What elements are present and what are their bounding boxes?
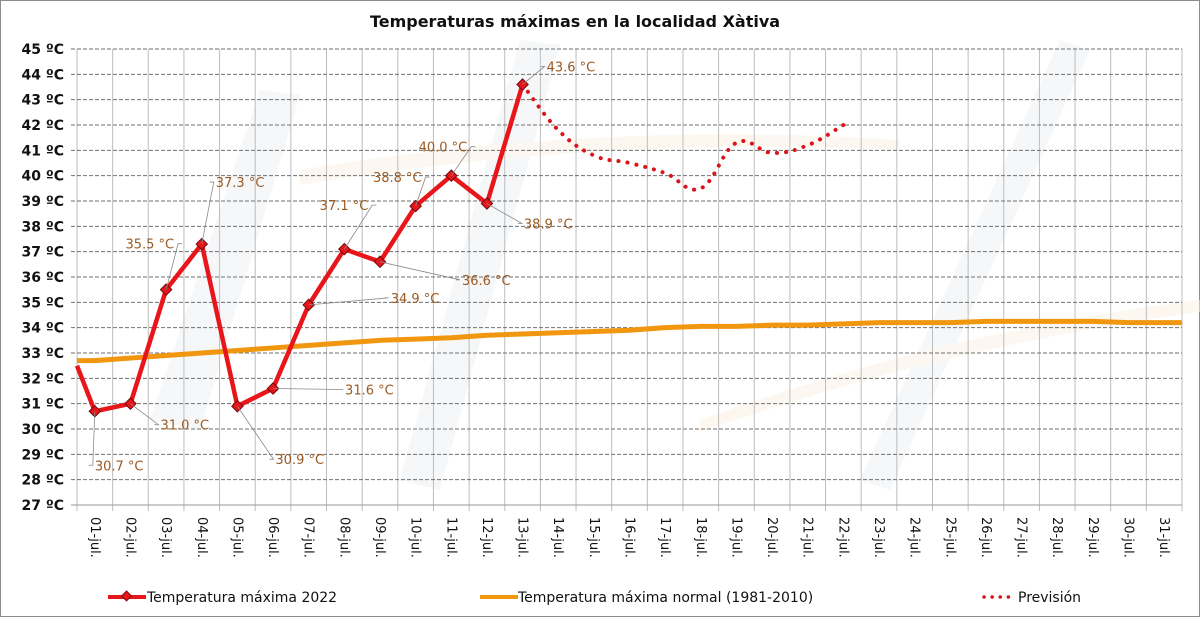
x-tick-label: 23-jul. (871, 517, 886, 558)
data-label-leader (379, 261, 461, 281)
data-label: 31.6 °C (345, 383, 394, 398)
x-tick-label: 18-jul. (693, 517, 708, 558)
y-tick-label: 28 ºC (21, 473, 64, 489)
x-tick-label: 22-jul. (835, 517, 850, 558)
data-label: 37.1 °C (320, 199, 369, 214)
x-tick-label: 14-jul. (550, 517, 565, 558)
legend-item-normal[interactable]: Temperatura máxima normal (1981-2010) (480, 590, 813, 606)
data-label-leader (201, 181, 215, 245)
y-tick-label: 39 ºC (21, 194, 64, 210)
data-label: 43.6 °C (547, 60, 596, 75)
data-label-leader (450, 146, 476, 176)
x-tick-label: 31-jul. (1156, 517, 1171, 558)
x-tick-label: 17-jul. (657, 517, 672, 558)
data-label: 38.8 °C (373, 171, 422, 186)
x-tick-label: 20-jul. (764, 517, 779, 558)
x-tick-label: 30-jul. (1121, 517, 1136, 558)
x-axis: 01-jul. 02-jul. 03-jul. 04-jul. 05-jul. 06-ju… (87, 517, 1171, 558)
data-label-leader (88, 411, 96, 466)
y-tick-label: 40 ºC (21, 169, 64, 185)
x-tick-label: 28-jul. (1049, 517, 1064, 558)
data-label: 40.0 °C (419, 141, 468, 156)
y-tick-label: 27 ºC (21, 498, 64, 514)
y-tick-label: 31 ºC (21, 397, 64, 413)
y-tick-label: 43 ºC (21, 93, 64, 109)
data-label: 34.9 °C (391, 292, 440, 307)
x-tick-label: 01-jul. (87, 517, 102, 558)
y-tick-label: 34 ºC (21, 321, 64, 337)
x-tick-label: 03-jul. (158, 517, 173, 558)
data-label: 30.9 °C (275, 453, 324, 468)
y-tick-label: 30 ºC (21, 422, 64, 438)
data-label: 30.7 °C (95, 459, 144, 474)
x-tick-label: 11-jul. (443, 517, 458, 558)
watermark-logo (150, 40, 1200, 490)
y-tick-label: 42 ºC (21, 118, 64, 134)
legend-item-forecast[interactable]: Previsión (982, 590, 1081, 606)
x-tick-label: 16-jul. (622, 517, 637, 558)
legend-label: Previsión (1018, 590, 1081, 606)
data-label: 37.3 °C (216, 176, 265, 191)
data-label-leader (273, 388, 344, 390)
y-tick-label: 35 ºC (21, 295, 64, 311)
y-tick-label: 41 ºC (21, 143, 64, 159)
grid (71, 48, 1183, 511)
data-label-leader (415, 176, 430, 207)
data-label: 36.6 °C (462, 274, 511, 289)
data-label: 38.9 °C (524, 218, 573, 233)
legend-label: Temperatura máxima normal (1981-2010) (517, 590, 813, 606)
x-tick-label: 09-jul. (372, 517, 387, 558)
x-tick-label: 25-jul. (942, 517, 957, 558)
x-tick-label: 12-jul. (479, 517, 494, 558)
x-tick-label: 08-jul. (336, 517, 351, 558)
data-label-leader (130, 403, 160, 426)
x-tick-label: 10-jul. (408, 517, 423, 558)
y-tick-label: 37 ºC (21, 245, 64, 261)
data-label-leader (237, 405, 275, 460)
x-tick-label: 13-jul. (515, 517, 530, 558)
y-tick-label: 36 ºC (21, 270, 64, 286)
series-layer (74, 78, 1182, 418)
x-tick-label: 04-jul. (194, 517, 209, 558)
legend-marker-diamond (120, 590, 133, 602)
data-label: 31.0 °C (160, 419, 209, 434)
x-tick-label: 27-jul. (1014, 517, 1029, 558)
x-tick-label: 26-jul. (978, 517, 993, 558)
series-line-max-2022 (74, 83, 525, 414)
chart-title: Temperaturas máximas en la localidad Xàt… (370, 12, 780, 31)
x-tick-label: 15-jul. (586, 517, 601, 558)
data-label-leader (344, 204, 377, 250)
x-tick-label: 21-jul. (800, 517, 815, 558)
x-tick-label: 29-jul. (1085, 517, 1100, 558)
data-label-leader (165, 243, 183, 290)
y-tick-label: 38 ºC (21, 219, 64, 235)
x-tick-label: 05-jul. (229, 517, 244, 558)
x-tick-label: 02-jul. (122, 517, 137, 558)
x-tick-label: 19-jul. (728, 517, 743, 558)
legend-item-max-2022[interactable]: Temperatura máxima 2022 (108, 590, 337, 606)
data-label-leader (308, 297, 389, 306)
x-tick-label: 24-jul. (907, 517, 922, 558)
x-tick-label: 07-jul. (301, 517, 316, 558)
data-label-leader (522, 66, 546, 85)
data-labels: 30.7 °C 31.0 °C 35.5 °C 37.3 °C 30.9 °C 31.6 … (88, 60, 596, 474)
legend-label: Temperatura máxima 2022 (146, 590, 337, 606)
data-label-leader (486, 203, 524, 224)
y-tick-label: 44 ºC (21, 67, 64, 83)
series-line-forecast (520, 82, 846, 192)
series-line-normal (77, 318, 1182, 364)
data-label: 35.5 °C (125, 238, 174, 253)
y-tick-label: 32 ºC (21, 371, 64, 387)
y-tick-label: 29 ºC (21, 447, 64, 463)
y-axis: 27 ºC 28 ºC 29 ºC 30 ºC 31 ºC 32 ºC 33 ºC 34 ºC… (21, 42, 64, 514)
legend: Temperatura máxima 2022 Temperatura máxi… (108, 590, 1081, 606)
y-tick-label: 45 ºC (21, 42, 64, 58)
x-tick-label: 06-jul. (265, 517, 280, 558)
y-tick-label: 33 ºC (21, 346, 64, 362)
